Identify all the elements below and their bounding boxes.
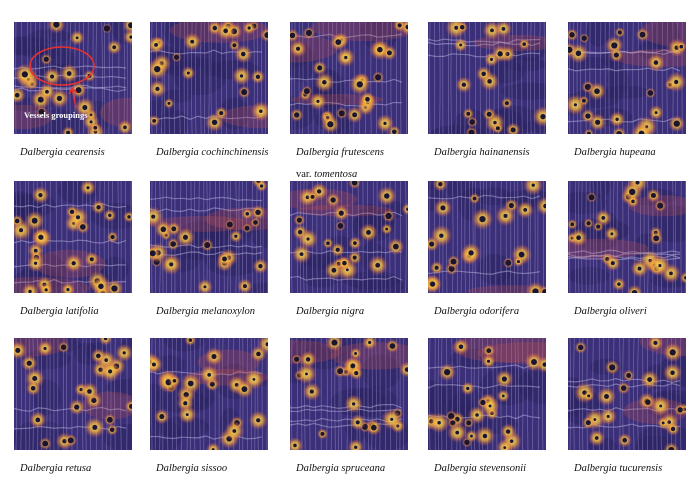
caption-epithet: odorifera — [479, 306, 520, 317]
specimen-tile-nigra — [290, 181, 408, 293]
caption-genus: Dalbergia — [296, 147, 339, 158]
annotation-overlay: Vessels groupings — [24, 46, 95, 120]
caption-epithet: tucurensis — [619, 463, 663, 474]
specimen-caption: Dalbergia nigra — [296, 305, 364, 319]
specimen-tile-latifolia — [14, 181, 132, 293]
caption-epithet: cearensis — [65, 147, 105, 158]
micrograph-image — [150, 22, 268, 134]
specimen-tile-odorifera — [428, 181, 546, 293]
specimen-tile-tucurensis — [568, 338, 686, 450]
caption-genus: Dalbergia — [434, 463, 477, 474]
annotation-arrow — [68, 86, 78, 109]
caption-epithet: nigra — [341, 306, 365, 317]
caption-genus: Dalbergia — [20, 147, 63, 158]
caption-epithet: oliveri — [619, 306, 647, 317]
specimen-tile-retusa — [14, 338, 132, 450]
specimen-tile-melanoxylon — [150, 181, 268, 293]
specimen-caption: Dalbergia sissoo — [156, 462, 227, 476]
specimen-caption: Dalbergia melanoxylon — [156, 305, 255, 319]
micrograph-image — [290, 181, 408, 293]
caption-epithet: hupeana — [619, 147, 656, 158]
caption-var-name: tomentosa — [314, 169, 358, 180]
micrograph-image — [568, 22, 686, 134]
specimen-caption: Dalbergia retusa — [20, 462, 91, 476]
caption-genus: Dalbergia — [296, 463, 339, 474]
micrograph-image — [428, 181, 546, 293]
caption-epithet: latifolia — [65, 306, 99, 317]
annotation-ellipse — [29, 46, 95, 86]
micrograph-image — [428, 22, 546, 134]
caption-epithet: sissoo — [201, 463, 228, 474]
micrograph-image — [290, 338, 408, 450]
specimen-caption: Dalbergia cochinchinensis — [156, 146, 268, 160]
specimen-tile-hupeana — [568, 22, 686, 134]
caption-genus: Dalbergia — [574, 306, 617, 317]
caption-epithet: cochinchinensis — [201, 147, 269, 158]
caption-epithet: stevensonii — [479, 463, 527, 474]
caption-genus: Dalbergia — [156, 306, 199, 317]
micrograph-image — [568, 338, 686, 450]
specimen-tile-oliveri — [568, 181, 686, 293]
specimen-tile-sissoo — [150, 338, 268, 450]
specimen-tile-frutescens — [290, 22, 408, 134]
specimen-caption: Dalbergia hainanensis — [434, 146, 530, 160]
specimen-tile-spruceana — [290, 338, 408, 450]
specimen-caption: Dalbergia tucurensis — [574, 462, 662, 476]
caption-genus: Dalbergia — [296, 306, 339, 317]
caption-epithet: spruceana — [341, 463, 386, 474]
caption-var-label: var. — [296, 169, 312, 180]
micrograph-image — [150, 181, 268, 293]
specimen-caption: Dalbergia hupeana — [574, 146, 656, 160]
micrograph-image — [150, 338, 268, 450]
micrograph-image — [568, 181, 686, 293]
specimen-caption: Dalbergia latifolia — [20, 305, 99, 319]
specimen-caption: Dalbergia frutescens var. tomentosa — [296, 146, 384, 182]
caption-genus: Dalbergia — [434, 306, 477, 317]
micrograph-image — [290, 22, 408, 134]
caption-genus: Dalbergia — [156, 463, 199, 474]
annotation-label: Vessels groupings — [24, 110, 88, 120]
micrograph-image — [14, 22, 132, 134]
micrograph-image — [14, 338, 132, 450]
specimen-tile-stevensonii — [428, 338, 546, 450]
caption-genus: Dalbergia — [434, 147, 477, 158]
caption-genus: Dalbergia — [156, 147, 199, 158]
specimen-tile-hainanensis — [428, 22, 546, 134]
micrograph-image — [428, 338, 546, 450]
caption-epithet: frutescens — [341, 147, 384, 158]
caption-genus: Dalbergia — [20, 463, 63, 474]
caption-epithet: hainanensis — [479, 147, 530, 158]
caption-epithet: retusa — [65, 463, 92, 474]
caption-genus: Dalbergia — [574, 147, 617, 158]
specimen-tile-cochinchinensis — [150, 22, 268, 134]
specimen-caption: Dalbergia odorifera — [434, 305, 519, 319]
specimen-tile-cearensis: Vessels groupings — [14, 22, 132, 134]
micrograph-image — [14, 181, 132, 293]
caption-epithet: melanoxylon — [201, 306, 256, 317]
caption-genus: Dalbergia — [20, 306, 63, 317]
specimen-caption: Dalbergia oliveri — [574, 305, 647, 319]
specimen-caption: Dalbergia stevensonii — [434, 462, 526, 476]
specimen-caption: Dalbergia spruceana — [296, 462, 385, 476]
specimen-caption: Dalbergia cearensis — [20, 146, 105, 160]
caption-variety: var. tomentosa — [296, 168, 384, 182]
caption-genus: Dalbergia — [574, 463, 617, 474]
